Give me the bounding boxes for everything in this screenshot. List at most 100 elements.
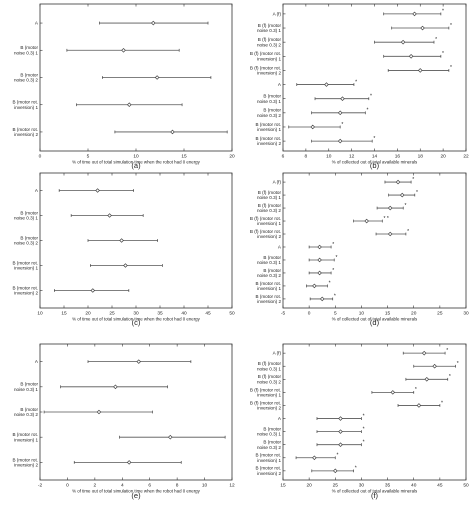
panel-c: 10 15 20 25 30 35 40 45 50 % of time out of total… xyxy=(12,172,235,327)
mean-marker xyxy=(123,263,128,268)
y-category-label: B (motor rot. inversion) 1 xyxy=(12,100,38,110)
y-category-label: A xyxy=(278,244,282,249)
y-category-label: B (f) (motor rot. inversion) 2 xyxy=(250,65,282,75)
x-tick-label: 50 xyxy=(229,311,235,317)
significance-star: * xyxy=(441,400,443,406)
mean-marker xyxy=(107,213,112,218)
y-category-label: B (motor noise 0.3) 1 xyxy=(257,94,281,104)
significance-star: * xyxy=(335,255,337,261)
x-tick-label: 6 xyxy=(148,483,151,489)
x-tick-label: 10 xyxy=(133,154,139,160)
significance-star: * xyxy=(446,348,448,354)
y-category-label: A (f) xyxy=(273,11,282,16)
y-category-label: B (f) (motor rot. inversion) 1 xyxy=(250,51,282,61)
mean-marker xyxy=(338,429,343,434)
mean-marker xyxy=(170,129,175,135)
y-category-label: B (f) (motor rot. inversion) 2 xyxy=(250,400,282,410)
x-tick-label: 30 xyxy=(133,311,139,317)
x-tick-label: 0 xyxy=(308,311,311,317)
x-tick-label: 20 xyxy=(440,154,446,160)
x-tick-label: 12 xyxy=(349,154,355,160)
y-category-label: B (f) (motor noise 0.3) 2 xyxy=(257,37,281,47)
x-tick-label: 50 xyxy=(463,483,469,489)
x-tick-label: 10 xyxy=(202,483,208,489)
y-category-label: B (f) (motor noise 0.3) 1 xyxy=(257,361,281,371)
x-tick-label: 14 xyxy=(372,154,378,160)
x-tick-label: 10 xyxy=(37,311,43,317)
y-category-label: B (motor noise 0.3) 2 xyxy=(257,108,281,118)
x-tick-label: 15 xyxy=(280,483,286,489)
mean-marker xyxy=(337,138,343,144)
x-tick-label: 4 xyxy=(121,483,124,489)
x-tick-label: 35 xyxy=(385,483,391,489)
mean-marker xyxy=(317,257,322,263)
mean-marker xyxy=(399,192,405,198)
significance-star: * xyxy=(416,190,418,196)
y-category-label: A xyxy=(278,82,282,87)
y-category-label: B (f) (motor rot. inversion) 2 xyxy=(250,229,282,239)
x-tick-label: 0 xyxy=(39,154,42,160)
y-category-label: B (motor rot. inversion) 1 xyxy=(255,122,281,132)
y-category-label: A xyxy=(35,188,39,193)
mean-marker xyxy=(312,455,317,461)
x-tick-label: 2 xyxy=(94,483,97,489)
significance-star: * xyxy=(332,242,334,248)
mean-marker xyxy=(126,102,132,108)
y-category-label: B (f) (motor rot. inversion) 1 xyxy=(250,216,282,226)
y-category-label: B (motor rot. inversion) 1 xyxy=(255,281,281,291)
mean-marker xyxy=(119,238,124,243)
mean-marker xyxy=(90,288,96,293)
y-category-label: A (f) xyxy=(273,180,282,185)
y-category-label: B (motor noise 0.3) 1 xyxy=(257,255,281,265)
significance-star: * * xyxy=(384,216,389,222)
x-tick-label: 45 xyxy=(205,311,211,317)
significance-star: * xyxy=(457,361,459,367)
x-axis-label: % of collected out of total available mi… xyxy=(332,489,418,494)
significance-star: * xyxy=(355,79,357,85)
mean-marker xyxy=(338,442,343,447)
x-tick-label: 40 xyxy=(411,483,417,489)
x-tick-label: 15 xyxy=(61,311,67,317)
x-tick-label: 10 xyxy=(326,154,332,160)
mean-marker xyxy=(113,384,118,390)
mean-marker xyxy=(416,403,422,408)
y-category-label: B (motor noise 0.3) 1 xyxy=(14,210,38,220)
panel-f: 15 20 25 30 35 40 45 50 % of collected out of to… xyxy=(250,343,469,500)
x-tick-label: 35 xyxy=(157,311,163,317)
y-category-label: B (motor noise 0.3) 2 xyxy=(14,407,38,417)
mean-marker xyxy=(417,68,423,73)
y-category-label: B (motor noise 0.3) 1 xyxy=(14,45,38,55)
y-category-label: B (motor noise 0.3) 1 xyxy=(14,382,38,392)
mean-marker xyxy=(126,460,132,465)
mean-marker xyxy=(387,205,393,211)
x-tick-label: 5 xyxy=(334,311,337,317)
x-tick-label: 8 xyxy=(176,483,179,489)
mean-marker xyxy=(364,218,369,224)
mean-marker xyxy=(167,434,173,440)
x-tick-label: 6 xyxy=(282,154,285,160)
mean-marker xyxy=(395,179,401,185)
panel-b: 6 8 10 12 14 16 18 20 22 % of collected out of to… xyxy=(250,3,469,170)
mean-marker xyxy=(136,359,142,364)
panel-e: -2 0 2 4 6 8 10 12 % of time out of total simula… xyxy=(12,343,235,500)
x-tick-label: 20 xyxy=(229,154,235,160)
significance-star: * xyxy=(363,439,365,445)
mean-marker xyxy=(420,25,425,31)
significance-star: * xyxy=(442,51,444,57)
x-tick-label: 45 xyxy=(437,483,443,489)
x-tick-label: 18 xyxy=(418,154,424,160)
x-tick-label: 25 xyxy=(437,311,443,317)
significance-star: * xyxy=(373,136,375,142)
mean-marker xyxy=(387,231,393,237)
mean-marker xyxy=(310,124,316,130)
y-category-label: B (f) (motor noise 0.3) 2 xyxy=(257,374,281,384)
significance-star: * xyxy=(450,23,452,29)
significance-star: * xyxy=(367,108,369,114)
y-category-label: B (motor rot. inversion) 1 xyxy=(255,453,281,463)
x-axis-label: % of collected out of total available mi… xyxy=(332,317,418,322)
panel-caption: (f) xyxy=(371,491,379,500)
significance-star: * xyxy=(450,65,452,71)
significance-star: * xyxy=(442,9,444,15)
y-category-label: B (f) (motor noise 0.3) 2 xyxy=(257,203,281,213)
x-tick-label: 15 xyxy=(181,154,187,160)
